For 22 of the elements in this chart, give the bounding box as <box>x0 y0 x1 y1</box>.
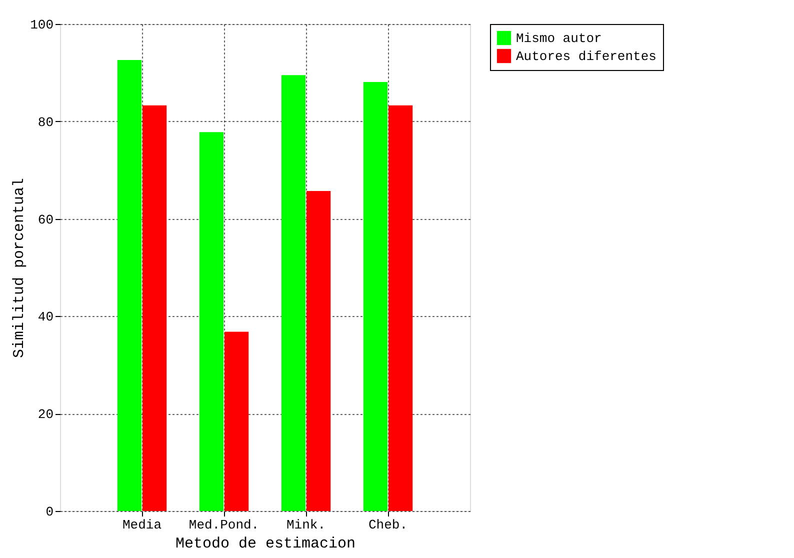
y-tick-label: 20 <box>38 407 54 422</box>
x-axis-title: Metodo de estimacion <box>175 536 356 552</box>
y-tick-label: 0 <box>46 504 54 520</box>
y-tick-label: 80 <box>38 114 54 130</box>
bar <box>306 191 331 511</box>
bar <box>363 82 388 511</box>
y-tick-label: 100 <box>30 18 54 32</box>
bar <box>142 105 167 511</box>
legend-label: Autores diferentes <box>516 49 656 64</box>
x-tick-label: Mink. <box>286 518 326 532</box>
bar <box>224 332 249 511</box>
y-axis-title: Similitud porcentual <box>11 178 28 358</box>
legend-label: Mismo autor <box>516 31 602 46</box>
bar <box>199 132 224 511</box>
bar <box>388 105 413 511</box>
bar <box>281 75 306 511</box>
y-tick-label: 60 <box>38 212 54 228</box>
x-tick-label: Med.Pond. <box>188 518 260 532</box>
x-tick-label: Cheb. <box>368 518 408 532</box>
y-tick-label: 40 <box>38 310 54 325</box>
bar <box>117 60 142 511</box>
x-tick-label: Media <box>122 518 162 532</box>
